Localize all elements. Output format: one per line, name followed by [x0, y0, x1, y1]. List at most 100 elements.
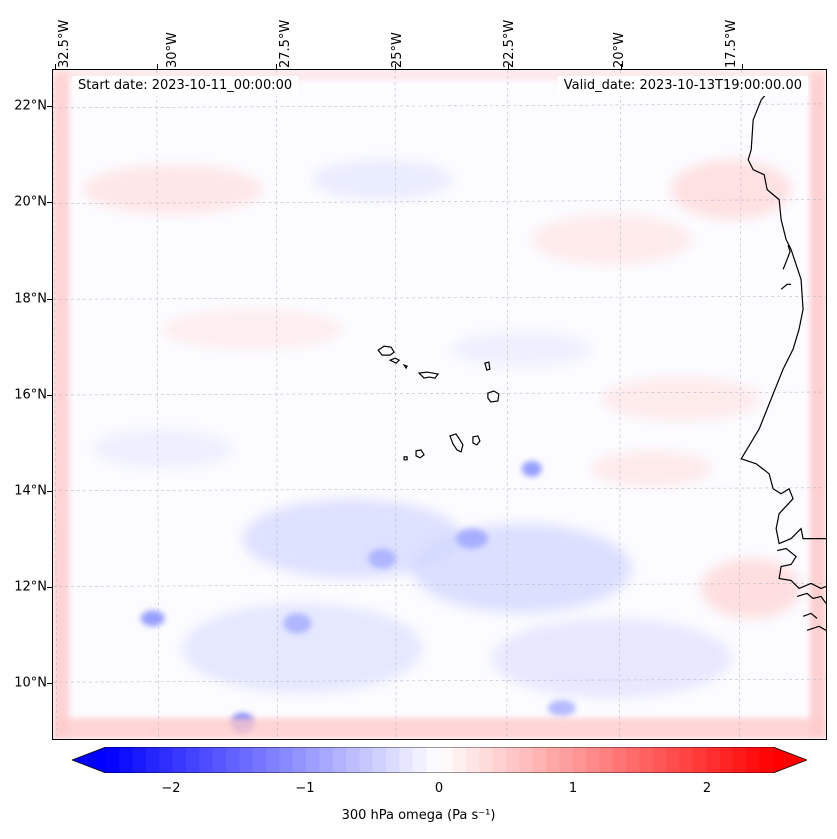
lon-tick — [621, 64, 622, 69]
lon-label: 27.5°W — [278, 19, 293, 68]
colorbar-cell — [466, 747, 481, 773]
lat-label: 16°N — [14, 387, 47, 403]
island-fogo — [415, 449, 425, 459]
colorbar-cell — [266, 747, 281, 773]
colorbar-cell — [652, 747, 667, 773]
colorbar-cell — [172, 747, 187, 773]
colorbar-cell — [199, 747, 214, 773]
coastline-africa — [740, 85, 826, 545]
colorbar-tick-label: 1 — [568, 781, 578, 796]
colorbar-cell — [239, 747, 254, 773]
colorbar-cell — [666, 747, 681, 773]
colorbar-tick-label: 2 — [702, 781, 712, 796]
start-date-label: Start date: 2023-10-11_00:00:00 — [72, 76, 299, 96]
colorbar-label: 300 hPa omega (Pa s⁻¹) — [341, 808, 496, 823]
island-maio — [472, 435, 481, 446]
lat-tick — [47, 491, 52, 492]
lat-label: 12°N — [14, 579, 47, 595]
colorbar-cell — [439, 747, 454, 773]
colorbar-extend-right — [773, 747, 807, 773]
colorbar-cell — [186, 747, 200, 773]
colorbar-cell — [692, 747, 707, 773]
lon-label: 17.5°W — [724, 19, 739, 68]
lon-label: 20°W — [612, 32, 627, 68]
colorbar-cell — [746, 747, 761, 773]
lon-label: 30°W — [165, 32, 180, 68]
island-boa-vista — [487, 390, 500, 403]
colorbar-cell — [212, 747, 227, 773]
colorbar-cell — [506, 747, 521, 773]
colorbar-cell — [452, 747, 467, 773]
lat-tick — [47, 106, 52, 107]
colorbar-cell — [319, 747, 334, 773]
colorbar-cell — [399, 747, 414, 773]
colorbar-tick-label: −1 — [295, 781, 315, 796]
colorbar-cell — [759, 747, 774, 773]
colorbar-cell — [532, 747, 547, 773]
lon-label: 32.5°W — [57, 19, 72, 68]
map-panel[interactable] — [52, 69, 827, 740]
colorbar-tick-label: −2 — [161, 781, 181, 796]
colorbar-cell — [479, 747, 494, 773]
lat-tick — [47, 683, 52, 684]
colorbar-cell — [626, 747, 641, 773]
lat-label: 10°N — [14, 675, 47, 691]
colorbar-cell — [132, 747, 147, 773]
colorbar-cell — [519, 747, 534, 773]
island-sao-vicente — [388, 357, 401, 364]
colorbar-cell — [106, 747, 120, 773]
colorbar-cell — [279, 747, 294, 773]
lon-label: 22.5°W — [502, 19, 517, 68]
colorbar-cell — [426, 747, 441, 773]
lon-tick — [742, 64, 743, 69]
colorbar-extend-left — [72, 747, 106, 773]
colorbar-cell — [252, 747, 267, 773]
colorbar-cell — [586, 747, 601, 773]
lon-tick — [395, 64, 396, 69]
colorbar-cell — [386, 747, 401, 773]
colorbar-cell — [146, 747, 160, 773]
colorbar-cell — [546, 747, 561, 773]
omega-field — [53, 70, 826, 739]
lat-tick — [47, 202, 52, 203]
colorbar-cell — [679, 747, 694, 773]
colorbar-cell — [292, 747, 307, 773]
colorbar-cell — [732, 747, 747, 773]
colorbar-cell — [412, 747, 427, 773]
colorbar-cell — [599, 747, 614, 773]
colorbar-tick-label: 0 — [434, 781, 444, 796]
island-brava — [403, 456, 408, 461]
lon-tick — [157, 64, 158, 69]
island-santiago — [449, 433, 464, 453]
colorbar — [72, 747, 807, 773]
valid-date-label: Valid_date: 2023-10-13T19:00:00.00 — [557, 76, 808, 96]
lat-tick — [47, 395, 52, 396]
lat-tick — [47, 299, 52, 300]
colorbar-cell — [572, 747, 587, 773]
lat-label: 20°N — [14, 194, 47, 210]
colorbar-cell — [332, 747, 347, 773]
lat-label: 14°N — [14, 483, 47, 499]
island-santa-luzia — [402, 363, 408, 370]
island-sal — [484, 361, 491, 371]
colorbar-cell — [492, 747, 507, 773]
island-santo-antao — [377, 345, 395, 356]
colorbar-cell — [119, 747, 134, 773]
colorbar-cell — [639, 747, 654, 773]
lat-label: 18°N — [14, 291, 47, 307]
lon-label: 25°W — [390, 32, 405, 68]
lon-tick — [508, 64, 509, 69]
lon-tick — [276, 64, 277, 69]
island-sao-nicolau — [417, 371, 440, 379]
colorbar-cell — [612, 747, 627, 773]
colorbar-cell — [359, 747, 374, 773]
colorbar-cell — [719, 747, 734, 773]
lon-tick — [55, 64, 56, 69]
colorbar-cell — [706, 747, 721, 773]
colorbar-cell — [559, 747, 574, 773]
colorbar-cell — [159, 747, 174, 773]
colorbar-cell — [372, 747, 387, 773]
lat-tick — [47, 587, 52, 588]
colorbar-cell — [226, 747, 240, 773]
lat-label: 22°N — [14, 98, 47, 114]
